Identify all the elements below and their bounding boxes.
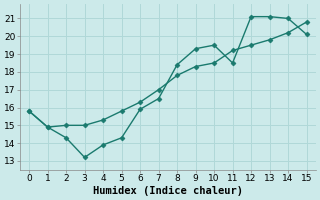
X-axis label: Humidex (Indice chaleur): Humidex (Indice chaleur) xyxy=(93,186,243,196)
